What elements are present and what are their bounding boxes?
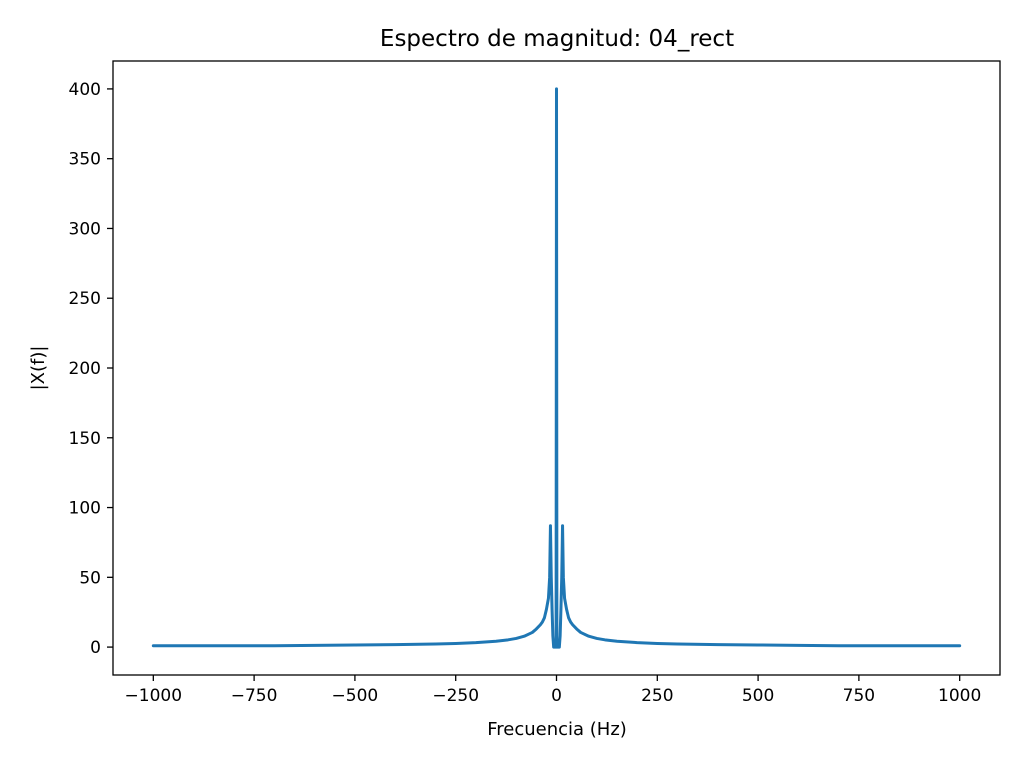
y-tick-label: 350 <box>69 150 101 170</box>
x-tick-label: 0 <box>551 686 562 706</box>
x-tick-label: 1000 <box>938 686 981 706</box>
x-axis: −1000 −750 −500 −250 0 250 500 750 1000 <box>125 675 981 706</box>
x-tick-label: 250 <box>641 686 673 706</box>
series-layer <box>151 87 962 649</box>
x-tick-label: −750 <box>231 686 278 706</box>
x-tick-label: −500 <box>332 686 379 706</box>
x-tick-label: −250 <box>432 686 479 706</box>
x-tick-label: 750 <box>843 686 875 706</box>
y-tick-label: 300 <box>69 219 101 239</box>
x-axis-label: Frecuencia (Hz) <box>487 719 627 740</box>
series-line-0 <box>151 87 962 649</box>
y-axis: 0 50 100 150 200 250 300 350 400 <box>69 80 113 658</box>
y-tick-label: 150 <box>69 429 101 449</box>
y-tick-label: 200 <box>69 359 101 379</box>
y-tick-label: 100 <box>69 499 101 519</box>
x-tick-label: 500 <box>742 686 774 706</box>
y-axis-label: |X(f)| <box>28 346 49 391</box>
y-tick-label: 50 <box>79 568 101 588</box>
chart-title: Espectro de magnitud: 04_rect <box>380 26 734 52</box>
y-tick-label: 0 <box>90 638 101 658</box>
x-tick-label: −1000 <box>125 686 183 706</box>
y-tick-label: 400 <box>69 80 101 100</box>
y-tick-label: 250 <box>69 289 101 309</box>
